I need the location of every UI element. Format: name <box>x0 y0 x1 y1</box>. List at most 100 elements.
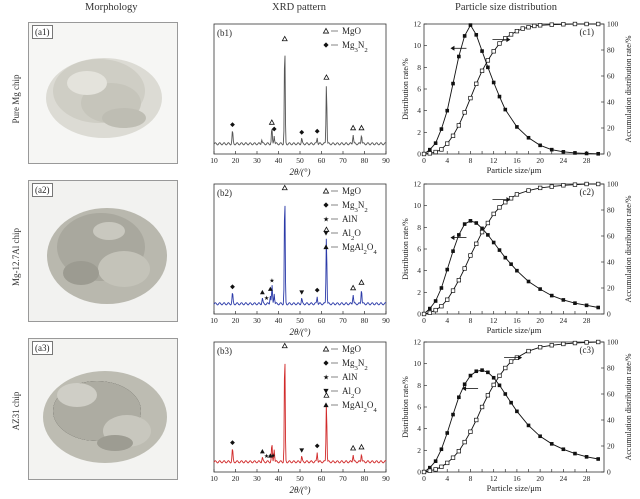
accumulation-point <box>537 23 543 28</box>
accumulation-point <box>485 220 491 226</box>
distribution-point <box>433 459 438 463</box>
accumulation-point <box>561 341 566 347</box>
peak-marker <box>281 35 288 42</box>
accumulation-point <box>439 147 444 152</box>
x-tick-label: 10 <box>210 474 218 483</box>
y-left-tick-label: 8 <box>417 223 421 232</box>
psd-panel-1: 0 4 8 12 16 20 24 28 Particle size/μm 0 2 4 6 8 10 12 0 2… <box>400 18 640 178</box>
panel-label: (c2) <box>580 187 595 197</box>
accumulation-point <box>427 151 432 156</box>
distribution-point <box>491 80 496 85</box>
accumulation-point <box>462 266 467 271</box>
accumulation-point <box>433 467 438 472</box>
accumulation-point <box>497 41 502 46</box>
x-tick-label: 30 <box>253 156 261 165</box>
accumulation-point <box>456 123 461 128</box>
distribution-point <box>462 222 467 226</box>
distribution-point <box>433 141 438 145</box>
legend-label: AlN <box>342 214 358 224</box>
peak-marker <box>323 392 330 398</box>
y-left-tick-label: 6 <box>417 85 421 94</box>
distribution-point <box>428 465 432 470</box>
left-axis-arrowhead <box>450 45 455 51</box>
y-left-axis-label: Distribution rate/% <box>401 218 410 280</box>
y-left-tick-label: 10 <box>414 359 422 368</box>
x-tick-label: 30 <box>253 474 261 483</box>
x-tick-label: 40 <box>275 316 283 325</box>
y-right-tick-label: 0 <box>607 150 611 159</box>
distribution-point <box>584 455 589 459</box>
right-axis-arrowhead <box>506 197 511 203</box>
accumulation-point <box>561 183 566 188</box>
photo-pure-mg: (a1) <box>28 22 178 164</box>
distribution-point <box>596 457 600 461</box>
accumulation-point <box>479 229 485 235</box>
x-tick-label: 10 <box>210 316 218 325</box>
x-tick-label: 0 <box>422 474 426 483</box>
distribution-point <box>538 143 542 148</box>
accumulation-point <box>479 68 485 73</box>
x-tick-label: 60 <box>318 474 326 483</box>
distribution-point <box>474 33 479 37</box>
distribution-point <box>428 147 432 152</box>
y-right-tick-label: 100 <box>607 338 619 347</box>
distribution-point <box>526 135 531 140</box>
legend-label: Mg3N2 <box>342 200 368 214</box>
accumulation-point <box>421 311 427 317</box>
row-label-mg-al: Mg-12.7Al chip <box>11 228 21 286</box>
row-label-az31: AZ31 chip <box>11 391 21 431</box>
y-left-tick-label: 2 <box>417 128 421 137</box>
distribution-point <box>561 298 566 302</box>
distribution-point <box>561 150 566 154</box>
x-tick-label: 20 <box>536 316 544 325</box>
right-axis-arrowhead <box>506 37 511 43</box>
accumulation-point <box>445 460 450 466</box>
x-tick-label: 80 <box>361 474 369 483</box>
y-right-tick-label: 100 <box>607 180 619 189</box>
peak-marker <box>299 290 305 295</box>
x-tick-label: 12 <box>490 316 498 325</box>
x-tick-label: 70 <box>339 474 347 483</box>
distribution-point <box>480 49 484 53</box>
accumulation-point <box>421 469 427 475</box>
panel-label: (c3) <box>580 345 595 355</box>
distribution-point <box>433 299 438 303</box>
peak-marker: ★ <box>264 295 270 302</box>
peak-marker <box>267 453 273 458</box>
distribution-line <box>423 24 599 155</box>
accumulation-point <box>514 192 520 197</box>
peak-marker <box>358 443 365 450</box>
x-tick-label: 16 <box>513 156 521 165</box>
peak-marker <box>358 124 365 131</box>
y-left-tick-label: 12 <box>414 180 422 189</box>
left-axis-arrowhead <box>450 235 455 241</box>
distribution-point <box>497 383 502 388</box>
distribution-point <box>573 151 577 155</box>
legend-label: Al2O <box>342 386 361 400</box>
y-left-axis-label: Distribution rate/% <box>401 58 410 120</box>
distribution-point <box>515 268 519 273</box>
y-right-tick-label: 40 <box>607 416 615 425</box>
accumulation-point <box>549 184 554 189</box>
powder-image <box>29 181 177 321</box>
x-tick-label: 60 <box>318 316 326 325</box>
x-tick-label: 28 <box>583 156 591 165</box>
distribution-point <box>457 395 461 400</box>
distribution-point <box>549 442 554 446</box>
peak-marker <box>230 440 235 445</box>
accumulation-point <box>427 468 432 473</box>
xrd-panel-3: 10 20 30 40 50 60 70 80 90 2θ/(°) ★ ★ (b3) MgO Mg3N2 ★ A… <box>196 336 401 496</box>
xrd-panel-1: 10 20 30 40 50 60 70 80 90 2θ/(°) (b1) MgO Mg3N2 <box>196 18 401 178</box>
accumulation-point <box>439 464 444 469</box>
x-tick-label: 8 <box>469 474 473 483</box>
distribution-point <box>462 34 467 38</box>
x-tick-label: 20 <box>536 474 544 483</box>
psd-panel-2: 0 4 8 12 16 20 24 28 Particle size/μm 0 2 4 6 8 10 12 0 2… <box>400 178 640 338</box>
accumulation-point <box>561 22 566 27</box>
panel-label: (b3) <box>217 346 232 356</box>
legend-label: Mg3N2 <box>342 40 368 54</box>
x-tick-label: 4 <box>445 474 449 483</box>
y-left-tick-label: 0 <box>417 468 421 477</box>
